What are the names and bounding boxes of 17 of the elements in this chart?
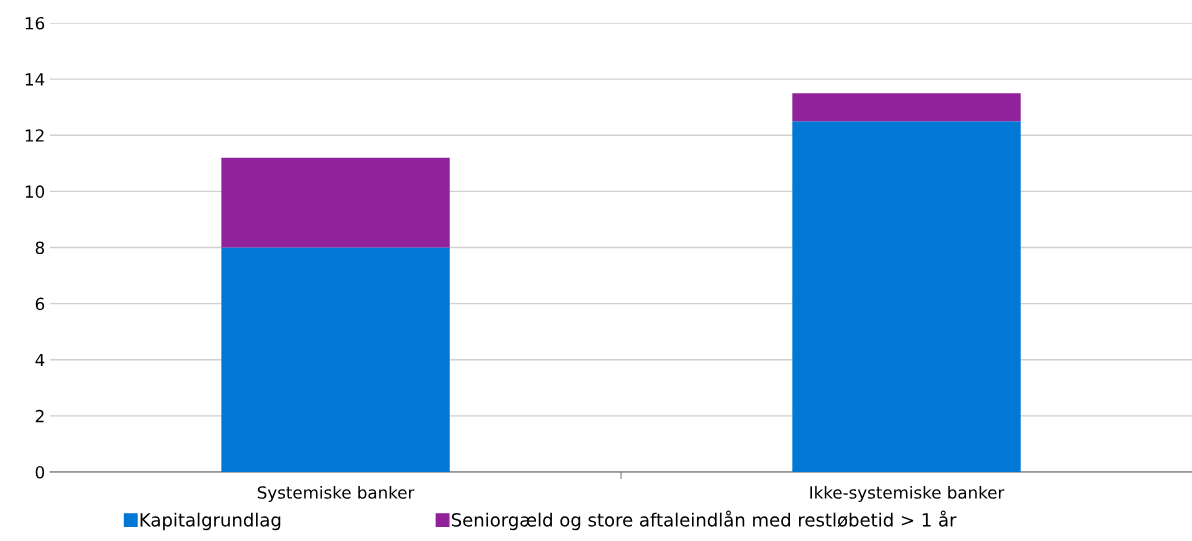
y-tick-label: 4 (35, 353, 45, 367)
y-tick-label: 10 (25, 185, 45, 198)
bar (792, 121, 1021, 473)
legend-label: Seniorgæld og store aftaleindlån med restløbetid > 1 år (451, 510, 957, 531)
y-tick-label: 14 (25, 73, 45, 86)
legend-label: Kapitalgrundlag (140, 512, 281, 531)
y-tick-label: 6 (35, 297, 45, 311)
x-tick-label: Systemiske banker (257, 485, 415, 503)
x-tick-label: Ikke-systemiske banker (810, 485, 1005, 503)
bar (221, 247, 450, 473)
y-tick-label: 8 (35, 241, 45, 255)
y-tick-label: 0 (35, 465, 45, 479)
y-tick-label: 12 (25, 129, 44, 142)
bar (792, 93, 1021, 122)
y-tick-label: 16 (25, 16, 45, 30)
bar (221, 157, 450, 248)
y-tick-label: 2 (35, 409, 44, 423)
